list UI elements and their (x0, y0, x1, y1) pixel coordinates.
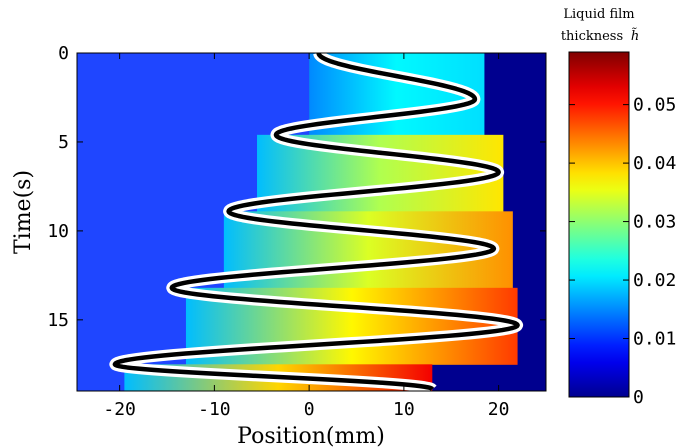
colorbar-tick-label: 0.02 (633, 270, 676, 291)
colorbar-tick-label: 0.03 (633, 212, 676, 233)
y-tick-label: 10 (47, 221, 69, 242)
x-tick-label: -10 (198, 399, 231, 420)
colorbar-tick-label: 0.04 (633, 153, 676, 174)
colorbar: 0 0.01 0.02 0.03 0.04 0.05 Liquid film thickn… (561, 7, 677, 408)
x-tick-label: 0 (304, 399, 315, 420)
colorbar-title-line1: Liquid film (563, 7, 634, 22)
x-tick-label: 10 (393, 399, 415, 420)
x-axis-label: Position(mm) (237, 424, 385, 447)
colorbar-title-symbol: h̃ (631, 27, 639, 44)
colorbar-ticks: 0 0.01 0.02 0.03 0.04 0.05 (569, 95, 676, 408)
y-tick-label: 15 (47, 310, 69, 331)
x-tick-label: 20 (488, 399, 510, 420)
y-tick-label: 0 (58, 43, 69, 64)
meniscus-black-line (112, 53, 520, 391)
plot-area (77, 53, 546, 391)
x-tick-label: -20 (103, 399, 136, 420)
colorbar-tick-label: 0 (633, 387, 644, 408)
colorbar-gradient (568, 51, 630, 398)
x-axis-ticks: -20 -10 0 10 20 (103, 53, 509, 420)
colorbar-tick-label: 0.05 (633, 95, 676, 116)
plot-frame (76, 52, 547, 392)
y-axis-ticks: 0 5 10 15 (47, 43, 546, 331)
y-tick-label: 5 (58, 132, 69, 153)
colorbar-title-line2: thickness (561, 29, 623, 44)
y-axis-label: Time(s) (11, 170, 36, 254)
colorbar-tick-label: 0.01 (633, 329, 676, 350)
